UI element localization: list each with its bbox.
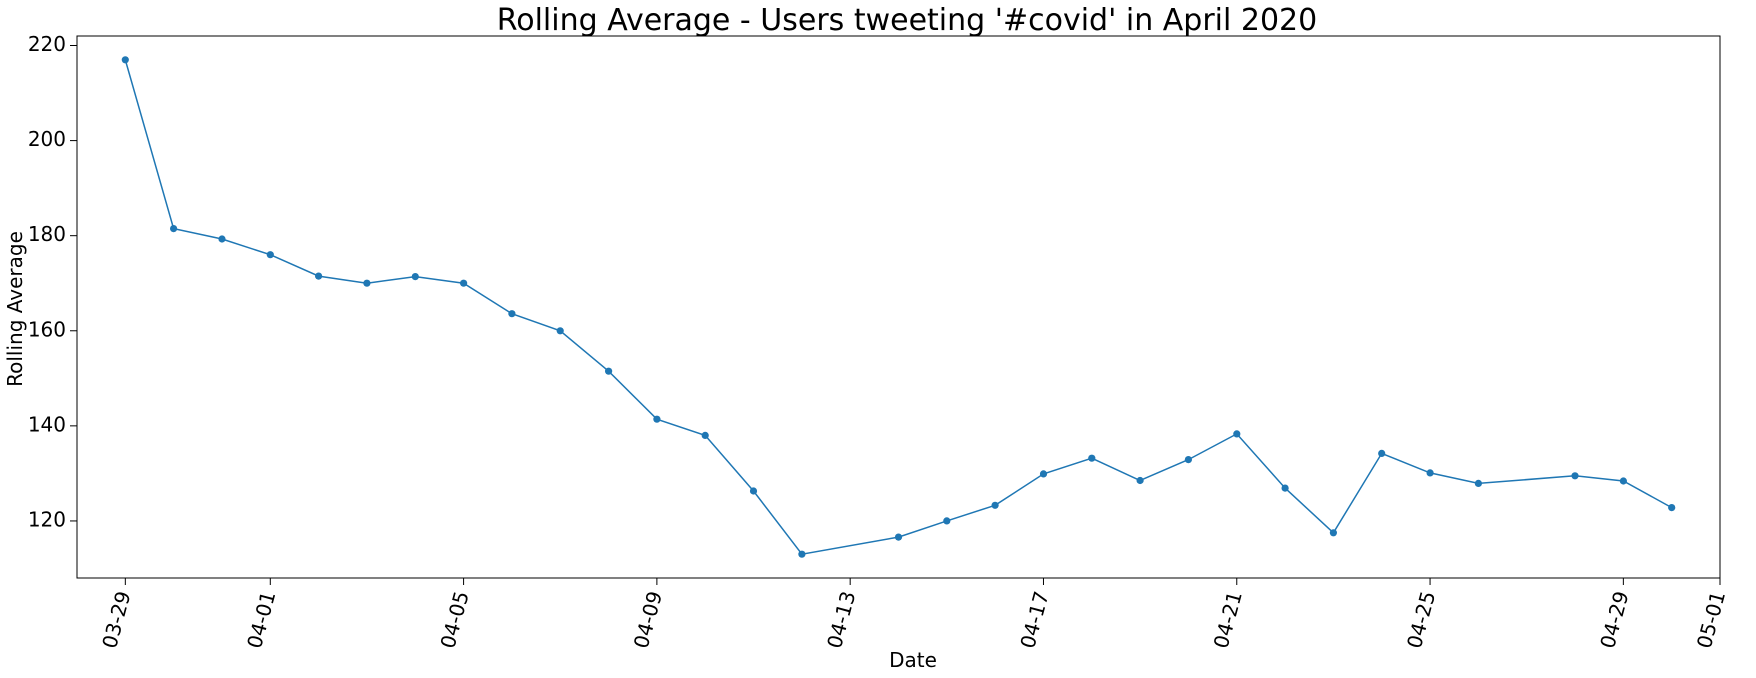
data-point bbox=[1571, 472, 1579, 480]
x-tick-label: 04-25 bbox=[1402, 589, 1440, 651]
x-axis: 03-29 04-01 04-05 04-09 04-13 04-17 04-21 04-25… bbox=[97, 578, 1730, 651]
data-point bbox=[1619, 477, 1627, 485]
y-tick-label: 140 bbox=[28, 412, 66, 436]
y-tick-label: 120 bbox=[28, 507, 66, 531]
data-point bbox=[1426, 469, 1434, 477]
data-point bbox=[1329, 529, 1337, 537]
y-tick-label: 160 bbox=[28, 317, 66, 341]
data-point bbox=[701, 431, 709, 439]
y-tick-label: 200 bbox=[28, 127, 66, 151]
data-point bbox=[1281, 484, 1289, 492]
data-point bbox=[1184, 456, 1192, 464]
data-point bbox=[363, 279, 371, 287]
data-point bbox=[266, 251, 274, 259]
chart-title: Rolling Average - Users tweeting '#covid… bbox=[497, 3, 1317, 38]
data-point bbox=[991, 501, 999, 509]
data-point bbox=[943, 517, 951, 525]
data-point bbox=[1136, 476, 1144, 485]
data-point bbox=[121, 56, 129, 64]
y-tick-label: 180 bbox=[28, 222, 66, 246]
x-tick-label: 04-05 bbox=[436, 589, 474, 651]
data-point bbox=[1474, 479, 1482, 487]
x-tick-label: 04-13 bbox=[822, 589, 860, 651]
x-tick-label: 04-21 bbox=[1209, 589, 1247, 651]
data-point bbox=[1233, 430, 1241, 438]
data-point bbox=[1088, 454, 1096, 462]
series-points bbox=[121, 56, 1676, 558]
x-tick-label: 04-29 bbox=[1595, 589, 1633, 651]
plot-frame bbox=[76, 35, 1721, 579]
y-axis: 120 140 160 180 200 220 bbox=[28, 32, 77, 531]
series-line bbox=[124, 59, 1673, 556]
y-tick-label: 220 bbox=[28, 32, 66, 56]
x-tick-label: 04-09 bbox=[629, 589, 667, 651]
data-point bbox=[1378, 449, 1386, 457]
data-point bbox=[1039, 470, 1048, 478]
x-tick-label: 05-01 bbox=[1692, 589, 1730, 651]
x-tick-label: 03-29 bbox=[97, 589, 135, 651]
data-point bbox=[605, 367, 613, 375]
y-axis-label: Rolling Average bbox=[3, 231, 27, 387]
data-point bbox=[460, 279, 468, 287]
data-point bbox=[218, 235, 226, 243]
data-point bbox=[798, 550, 806, 558]
x-tick-label: 04-01 bbox=[242, 589, 280, 651]
data-point bbox=[411, 273, 419, 281]
data-point bbox=[1668, 504, 1676, 512]
x-axis-label: Date bbox=[889, 648, 937, 672]
x-tick-label: 04-17 bbox=[1015, 589, 1053, 651]
data-point bbox=[170, 225, 178, 233]
data-point bbox=[749, 487, 758, 495]
data-point bbox=[894, 533, 903, 541]
data-point bbox=[508, 310, 516, 318]
data-point bbox=[653, 415, 661, 423]
data-point bbox=[315, 272, 323, 280]
data-point bbox=[556, 327, 564, 335]
